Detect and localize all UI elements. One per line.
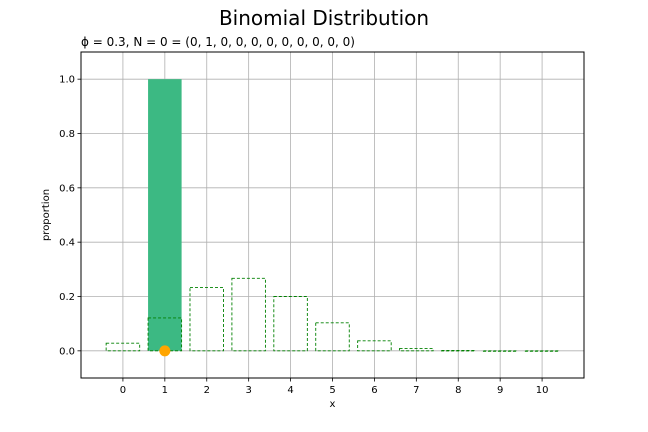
expected-bar: [105, 342, 141, 352]
expected-bar: [399, 347, 434, 352]
x-tick-label: 8: [455, 385, 461, 396]
expected-bar: [273, 296, 308, 352]
x-tick-label: 5: [329, 385, 335, 396]
expected-bar: [315, 322, 350, 352]
y-tick-label: 0.6: [59, 183, 75, 194]
expected-bar: [441, 350, 476, 352]
expected-bar: [147, 317, 183, 352]
observed-bar: [148, 79, 182, 351]
y-tick-label: 1.0: [59, 75, 75, 86]
y-tick-label: 0.0: [59, 346, 75, 357]
x-tick-label: 4: [287, 385, 293, 396]
expected-bar: [482, 350, 518, 352]
chart-subtitle: ϕ = 0.3, N = 0 = (0, 1, 0, 0, 0, 0, 0, 0…: [81, 35, 355, 49]
bars: [105, 79, 560, 352]
y-tick-label: 0.8: [59, 129, 75, 140]
x-tick-label: 0: [120, 385, 126, 396]
x-tick-label: 6: [371, 385, 377, 396]
x-tick-label: 1: [162, 385, 168, 396]
ticks: 0 1 2 3 4 5 6 7 8 9 10 0.0 0.2 0.4 0.6 0.8 1.0: [59, 75, 548, 396]
expected-bar: [189, 287, 224, 352]
x-axis-label: x: [330, 399, 336, 410]
expected-bar: [524, 350, 560, 352]
observation-marker: [159, 345, 171, 357]
x-tick-label: 2: [204, 385, 210, 396]
y-tick-label: 0.4: [59, 238, 75, 249]
markers: [159, 345, 171, 357]
chart-title: Binomial Distribution: [218, 6, 430, 30]
expected-bar: [231, 277, 266, 352]
x-tick-label: 10: [536, 385, 549, 396]
x-tick-label: 3: [245, 385, 251, 396]
x-tick-label: 7: [413, 385, 419, 396]
x-tick-label: 9: [497, 385, 503, 396]
expected-bar: [357, 340, 392, 352]
y-axis-label: proportion: [41, 189, 52, 241]
y-tick-label: 0.2: [59, 292, 75, 303]
